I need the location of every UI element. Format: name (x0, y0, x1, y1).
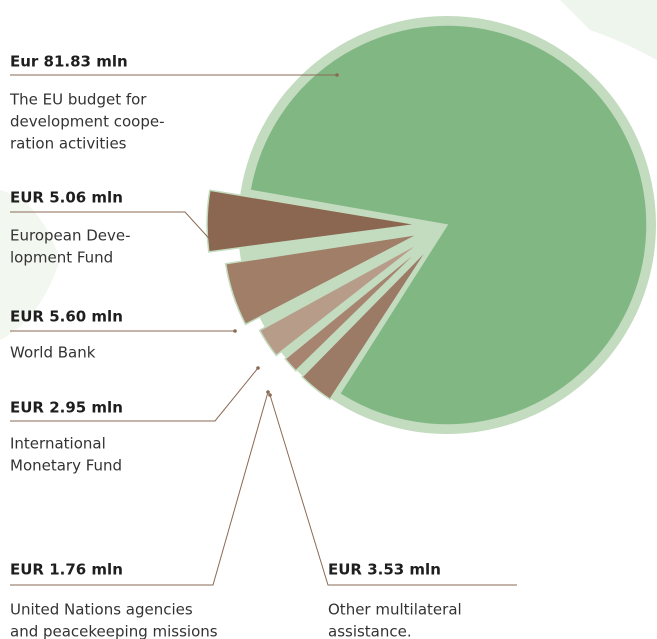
value-label: EUR 1.76 mln (10, 561, 123, 579)
value-label: EUR 5.60 mln (10, 308, 123, 326)
category-label: Other multilateral (328, 601, 462, 619)
value-label: EUR 5.06 mln (10, 189, 123, 207)
leader-dot (213, 243, 217, 247)
leader-dot (256, 366, 260, 370)
pie-slice (249, 24, 648, 426)
category-label: lopment Fund (10, 249, 113, 267)
leader-dot (233, 329, 237, 333)
pie-slice (301, 247, 429, 401)
category-label: assistance. (328, 623, 412, 639)
value-label: EUR 3.53 mln (328, 561, 441, 579)
leader-line (269, 394, 517, 586)
category-label: The EU budget for (9, 91, 147, 109)
value-label: Eur 81.83 mln (10, 53, 128, 71)
leader-dot (266, 390, 270, 394)
category-label: ration activities (10, 135, 127, 153)
category-label: development coope- (10, 113, 164, 131)
map-shape (0, 190, 60, 340)
leader-line (10, 391, 269, 586)
pie-slice (224, 233, 419, 326)
leader-line (10, 367, 259, 422)
pie-slice (258, 240, 423, 357)
category-label: Monetary Fund (10, 457, 122, 475)
pie-slice (284, 244, 426, 372)
category-label: United Nations agencies (10, 601, 193, 619)
category-label: International (10, 435, 106, 453)
category-label: and peacekeeping missions (10, 623, 218, 639)
map-shape (560, 0, 657, 60)
pie-slice (206, 189, 418, 253)
value-label: EUR 2.95 mln (10, 399, 123, 417)
leader-dot (268, 393, 272, 397)
category-label: World Bank (10, 344, 96, 362)
category-label: European Deve- (10, 227, 131, 245)
leader-line (10, 211, 216, 246)
leader-dot (335, 73, 339, 77)
